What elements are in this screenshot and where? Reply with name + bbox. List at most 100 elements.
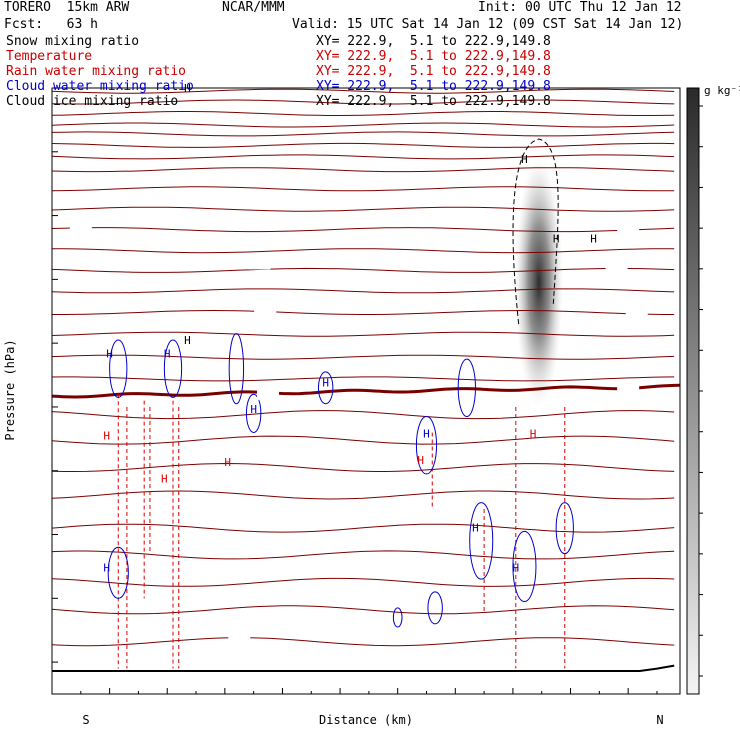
colorbar: g kg⁻¹ [686, 84, 740, 695]
cloud-water-contour [469, 502, 494, 580]
x-end-label-south: S [82, 713, 89, 727]
isotherm-line [51, 523, 675, 533]
isotherm-line [51, 267, 675, 273]
isotherm-label-backing [254, 309, 277, 322]
isotherm-line [51, 577, 675, 587]
isotherm-label-backing [617, 380, 640, 393]
isotherm-label-backing [69, 219, 92, 232]
isotherm-label-backing [617, 472, 640, 485]
cloud-water-contour [392, 607, 403, 628]
isotherm-line [51, 354, 675, 360]
cloud-water-contour [163, 339, 183, 398]
plot-frame [51, 87, 681, 695]
cloud-water-contour [109, 339, 128, 398]
isotherm-line [51, 410, 675, 420]
isotherm-line [52, 309, 675, 315]
cloud-ice-contour [512, 138, 559, 325]
isotherm-line [51, 637, 675, 647]
colorbar-ramp [686, 87, 700, 695]
valid-time: Valid: 15 UTC Sat 14 Jan 12 (09 CST Sat … [292, 17, 684, 32]
isotherm-line [51, 331, 675, 337]
max-marker-h: H [224, 456, 231, 469]
legend-field-name: Cloud water mixing ratio [6, 79, 194, 94]
legend-field-name: Temperature [6, 49, 93, 64]
isotherm-label-backing [66, 172, 89, 185]
max-marker-h: H [521, 153, 528, 166]
cloud-water-contour [317, 371, 334, 405]
max-marker-h: H [512, 562, 519, 575]
cloud-water-contour [512, 530, 537, 603]
max-marker-h: H [423, 428, 430, 441]
isotherm-label-backing [55, 627, 78, 640]
cloud-water-contour [457, 358, 476, 418]
cloud-water-contour [107, 546, 129, 599]
legend-xy-range: XY= 222.9, 5.1 to 222.9,149.8 [316, 34, 551, 49]
max-marker-h: H [164, 347, 171, 360]
isotherm-line [52, 248, 675, 254]
isotherm-line [51, 376, 675, 382]
org-label: NCAR/MMM [222, 0, 285, 15]
legend-field-name: Snow mixing ratio [6, 34, 140, 49]
y-axis-label: Pressure (hPa) [3, 339, 17, 440]
forecast-hour: Fcst: 63 h [4, 17, 98, 32]
legend-xy-range: XY= 222.9, 5.1 to 222.9,149.8 [316, 49, 551, 64]
isotherm-line [51, 142, 675, 148]
max-marker-h: H [184, 334, 191, 347]
max-marker-h: H [472, 522, 479, 535]
isotherm-line [51, 462, 675, 472]
isotherm-label-backing [61, 296, 84, 309]
cloud-water-contour [228, 333, 245, 405]
model-title: TORERO 15km ARW [4, 0, 130, 15]
cloud-water-contour [555, 502, 574, 555]
isotherm-line [51, 490, 675, 500]
isotherm-label-backing [248, 257, 271, 270]
max-marker-h: H [590, 233, 597, 246]
max-marker-h: H [530, 428, 537, 441]
init-time: Init: 00 UTC Thu 12 Jan 12 [478, 0, 682, 15]
max-marker-h: H [106, 347, 113, 360]
isotherm-line [51, 111, 675, 116]
legend-xy-range: XY= 222.9, 5.1 to 222.9,149.8 [316, 94, 551, 109]
isotherm-label-backing [257, 388, 280, 401]
isotherm-line [51, 131, 675, 137]
isotherm-line [51, 186, 675, 192]
isotherm-label-backing [242, 215, 265, 228]
x-end-label-north: N [656, 713, 663, 727]
snow-shading [514, 158, 563, 407]
isotherm-line [51, 550, 675, 560]
isotherm-label-backing [210, 257, 233, 270]
isotherm-line [51, 154, 675, 160]
terrain-surface-line [52, 664, 675, 672]
max-marker-h: H [250, 403, 257, 416]
max-marker-h: H [161, 472, 168, 485]
max-marker-h: H [417, 454, 424, 467]
legend-field-name: Rain water mixing ratio [6, 64, 187, 79]
legend-xy-range: XY= 222.9, 5.1 to 222.9,149.8 [316, 79, 551, 94]
colorbar-unit: g kg⁻¹ [704, 84, 740, 97]
isotherm-label-backing [637, 172, 660, 185]
cloud-water-contour [427, 591, 443, 625]
isotherm-label-backing [228, 629, 251, 642]
freezing-level-line [51, 383, 681, 399]
legend-xy-range: XY= 222.9, 5.1 to 222.9,149.8 [316, 64, 551, 79]
isotherm-line [51, 206, 675, 212]
isotherm-line [51, 288, 675, 294]
axes: Distance (km) Pressure (hPa) S N [3, 87, 681, 727]
max-marker-h: H [553, 233, 560, 246]
isotherm-line [51, 167, 675, 173]
cloud-water-contour [415, 416, 438, 475]
isotherm-line [51, 605, 675, 615]
isotherm-line [51, 88, 675, 94]
x-axis-label: Distance (km) [319, 713, 413, 727]
isotherm-label-backing [251, 480, 274, 493]
isotherm-label-backing [617, 584, 640, 597]
max-marker-h: H [103, 562, 110, 575]
isotherm-label-backing [625, 305, 648, 318]
legend-field-name: Cloud ice mixing ratio [6, 94, 179, 109]
isotherm-line [51, 227, 675, 233]
max-marker-h: H [103, 430, 110, 443]
isotherm-label-backing [617, 226, 640, 239]
isotherm-line [51, 122, 675, 128]
